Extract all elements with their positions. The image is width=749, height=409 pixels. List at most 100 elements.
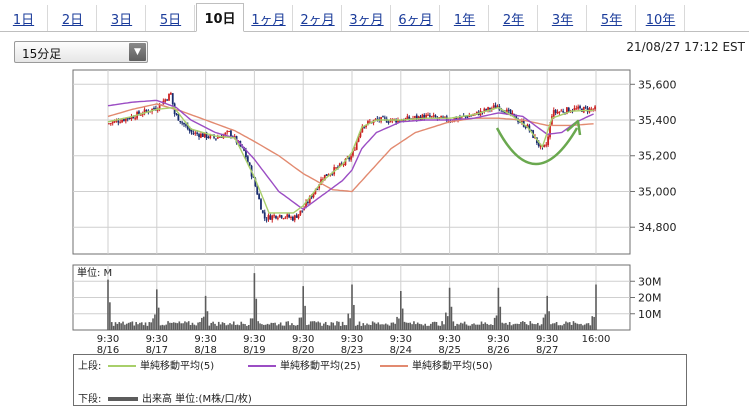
candle-body <box>192 133 195 135</box>
candle-body <box>428 115 431 117</box>
candle-body <box>464 116 467 118</box>
volume-bar <box>400 291 402 330</box>
interval-select-value: 15分足 <box>22 47 62 61</box>
volume-bar <box>413 321 415 330</box>
tab-2[interactable]: 2日 <box>49 5 97 31</box>
volume-bar <box>373 322 376 330</box>
volume-bar <box>514 323 517 330</box>
x-tick-date: 8/20 <box>292 345 314 354</box>
volume-bar <box>276 325 278 330</box>
candle-body <box>398 120 401 122</box>
volume-bar <box>544 314 547 330</box>
volume-bar <box>216 325 218 330</box>
volume-bar <box>274 322 276 330</box>
volume-bar <box>191 322 194 330</box>
candle-body <box>184 124 187 126</box>
candle-body <box>306 202 309 204</box>
tab-11[interactable]: 2年 <box>490 5 538 31</box>
tab-14[interactable]: 10年 <box>637 5 685 31</box>
candle-body <box>291 216 294 221</box>
x-tick-date: 8/23 <box>341 345 363 354</box>
volume-bar <box>306 325 308 330</box>
candle-body <box>468 115 471 118</box>
volume-bar <box>287 321 289 330</box>
x-tick-date: 8/26 <box>487 345 509 354</box>
volume-bar <box>345 325 348 330</box>
volume-bar <box>461 323 464 330</box>
volume-bar <box>411 324 413 330</box>
candle-body <box>166 99 169 101</box>
tab-7[interactable]: 2ヶ月 <box>294 5 342 31</box>
volume-bar <box>300 317 303 330</box>
tab-9[interactable]: 6ヶ月 <box>392 5 440 31</box>
candle-body <box>207 137 210 139</box>
tab-6[interactable]: 1ヶ月 <box>245 5 293 31</box>
volume-bar <box>169 322 171 330</box>
candle-body <box>489 108 491 110</box>
candle-body <box>271 215 274 220</box>
volume-bar <box>369 325 372 330</box>
volume-bar <box>428 325 430 330</box>
dropdown-arrow-icon[interactable]: ▼ <box>129 43 146 61</box>
tab-1[interactable]: 1日 <box>0 5 48 31</box>
volume-bar <box>368 324 370 330</box>
candle-body <box>130 116 133 120</box>
volume-bar <box>478 324 481 330</box>
volume-bar <box>234 324 237 330</box>
volume-bar <box>328 325 331 330</box>
volume-bar <box>371 321 374 330</box>
candle-body <box>276 217 279 219</box>
candle-body <box>297 214 300 219</box>
volume-bar <box>261 324 263 330</box>
candle-body <box>169 93 172 95</box>
volume-bar <box>223 323 226 330</box>
candle-body <box>496 106 499 108</box>
volume-bar <box>229 323 231 330</box>
x-tick-date: 8/24 <box>390 345 412 354</box>
tab-12[interactable]: 3年 <box>539 5 587 31</box>
candle-body <box>323 174 326 181</box>
candle-body <box>203 132 206 137</box>
volume-bar <box>285 321 288 330</box>
volume-bar <box>125 323 128 330</box>
volume-bar <box>467 325 470 330</box>
tab-5[interactable]: 10日 <box>196 3 244 32</box>
tab-13[interactable]: 5年 <box>588 5 636 31</box>
volume-bar <box>415 324 417 330</box>
interval-select[interactable]: 15分足 ▼ <box>14 41 148 63</box>
volume-bar <box>525 324 528 330</box>
volume-bar <box>535 324 537 330</box>
candle-body <box>226 131 229 133</box>
volume-bar <box>189 325 192 330</box>
tab-8[interactable]: 3ヶ月 <box>343 5 391 31</box>
candle-body <box>524 126 527 128</box>
candle-body <box>383 117 386 119</box>
candle-body <box>124 118 127 122</box>
tab-3[interactable]: 3日 <box>98 5 146 31</box>
candle-body <box>434 115 437 118</box>
volume-bar <box>550 324 552 330</box>
volume-bar <box>356 324 359 330</box>
candle-body <box>123 119 125 121</box>
volume-bar <box>323 323 325 330</box>
candle-body <box>267 215 270 220</box>
candle-body <box>338 163 341 167</box>
candle-body <box>331 173 334 175</box>
candle-body <box>413 116 416 118</box>
volume-bar <box>570 324 573 330</box>
volume-bar <box>227 324 229 330</box>
volume-bar <box>450 306 453 330</box>
volume-bar <box>578 324 580 330</box>
volume-bar <box>426 325 428 330</box>
volume-bar <box>124 324 126 330</box>
candle-body <box>179 120 182 123</box>
tab-10[interactable]: 1年 <box>441 5 489 31</box>
candle-body <box>138 111 140 115</box>
volume-bar <box>390 322 393 330</box>
candle-body <box>475 111 478 114</box>
candle-body <box>273 215 276 217</box>
volume-bar <box>488 324 490 330</box>
volume-bar <box>186 322 188 330</box>
tab-4[interactable]: 5日 <box>147 5 195 31</box>
legend-ma5-swatch <box>108 365 136 367</box>
